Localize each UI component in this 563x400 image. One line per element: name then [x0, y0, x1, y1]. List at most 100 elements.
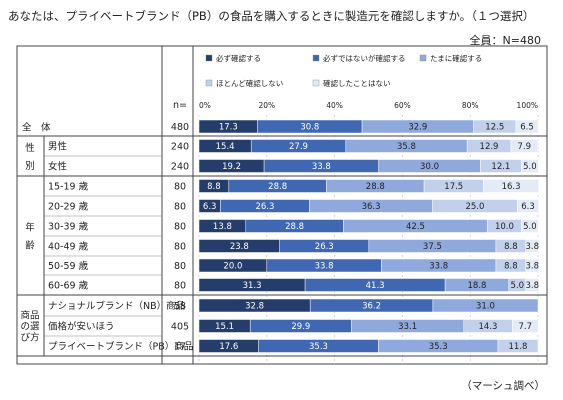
bar-segment [483, 179, 539, 193]
x-tick-label: 20% [258, 101, 275, 110]
row-n-value: 80 [174, 182, 186, 193]
bar-data-label: 14.3 [479, 322, 498, 332]
row-n-value: 480 [171, 122, 189, 133]
row-n-value: 405 [171, 322, 189, 333]
bar-segment [521, 159, 539, 173]
row-n-value: 80 [174, 202, 186, 213]
bar-data-label: 17.3 [219, 123, 238, 133]
bar-segment [497, 339, 539, 353]
bar-segment [517, 199, 539, 213]
group-label-char: 性 [25, 142, 35, 154]
bar-data-label: 33.8 [315, 262, 334, 272]
bar-data-label: 5.0 [523, 162, 537, 172]
x-tick-label: 40% [326, 101, 343, 110]
row-label: 40-49 歳 [48, 241, 89, 253]
bar-data-label: 8.8 [504, 262, 518, 272]
legend-label: 必ず確認する [216, 53, 261, 63]
row-label: 50-59 歳 [48, 260, 89, 272]
group-label-char: 齢 [25, 240, 35, 252]
legend-swatch [312, 79, 320, 87]
bar-data-label: 31.3 [243, 281, 262, 291]
bar-data-label: 20.0 [223, 262, 242, 272]
total-respondents-label: 全員：N=480 [469, 34, 541, 47]
row-n-value: 80 [174, 281, 186, 292]
bar-data-label: 27.9 [289, 142, 308, 152]
source-note: （マーシュ調べ） [461, 380, 545, 392]
n-column-header: n= [173, 100, 187, 111]
x-tick-label: 80% [462, 101, 479, 110]
bar-data-label: 28.8 [268, 182, 287, 192]
bar-data-label: 6.5 [520, 123, 534, 133]
row-n-value: 240 [171, 142, 189, 153]
bar-data-label: 33.8 [312, 162, 331, 172]
legend-swatch [419, 54, 427, 62]
bar-data-label: 15.1 [215, 322, 234, 332]
legend-swatch [205, 54, 213, 62]
row-n-value: 80 [174, 222, 186, 233]
bar-data-label: 31.0 [476, 302, 495, 312]
bar-segment [511, 319, 539, 333]
row-label: 男性 [48, 141, 68, 153]
bar-data-label: 36.2 [362, 302, 381, 312]
bar-data-label: 7.7 [519, 322, 533, 332]
x-tick-label: 60% [394, 101, 411, 110]
bar-data-label: 26.3 [255, 202, 274, 212]
x-tick-label: 0% [199, 101, 211, 110]
row-label: 15-19 歳 [48, 181, 89, 193]
bar-data-label: 17.5 [444, 182, 463, 192]
group-label-char: 別 [25, 161, 35, 172]
group-label-char: 年 [25, 222, 35, 234]
legend-label: 確認したことはない [323, 78, 391, 88]
legend-label: 必ずではないが確認する [323, 53, 406, 63]
bar-data-label: 23.8 [230, 242, 249, 252]
bar-data-label: 15.4 [216, 142, 235, 152]
bar-data-label: 3.8 [525, 242, 539, 252]
table-frame [16, 45, 548, 365]
bar-data-label: 6.3 [203, 202, 217, 212]
bar-data-label: 35.8 [397, 142, 416, 152]
row-n-value: 240 [171, 162, 189, 173]
bar-data-label: 10.0 [495, 222, 514, 232]
bar-segment [510, 139, 538, 153]
row-label: 20-29 歳 [48, 201, 89, 213]
bar-data-label: 5.0 [523, 222, 537, 232]
legend-swatch [205, 79, 213, 87]
bar-segment [525, 239, 539, 253]
bar-data-label: 32.8 [245, 302, 264, 312]
chart-question-title: あなたは、プライベートブランド（PB）の食品を購入するときに製造元を確認しますか… [8, 9, 535, 23]
group-label-total: 全 体 [22, 122, 51, 134]
row-label: プライベートブランド（PB）商品 [48, 341, 193, 353]
row-label: ナショナルブランド（NB）商品 [48, 300, 185, 312]
bar-data-label: 29.9 [291, 322, 310, 332]
bar-data-label: 41.3 [366, 281, 385, 291]
bar-data-label: 35.3 [429, 342, 448, 352]
bar-data-label: 19.2 [222, 162, 241, 172]
bar-segment [432, 298, 539, 313]
row-n-value: 58 [174, 301, 186, 312]
bar-data-label: 5.0 [511, 281, 525, 291]
bar-data-label: 3.8 [525, 262, 539, 272]
bar-data-label: 37.5 [423, 242, 442, 252]
bar-data-label: 6.3 [521, 202, 535, 212]
bar-data-label: 32.9 [408, 123, 427, 133]
bar-data-label: 30.0 [420, 162, 439, 172]
bar-data-label: 12.1 [491, 162, 510, 172]
bar-data-label: 13.8 [213, 222, 232, 232]
bar-data-label: 17.6 [219, 342, 238, 352]
row-label: 価格が安いほう [48, 321, 115, 333]
bar-data-label: 30.8 [300, 123, 319, 133]
bar-data-label: 28.8 [366, 182, 385, 192]
bar-data-label: 3.8 [525, 281, 539, 291]
group-label-line: 商品 [20, 310, 39, 322]
bar-data-label: 33.8 [429, 262, 448, 272]
bar-data-label: 33.1 [398, 322, 417, 332]
bar-segment [521, 219, 539, 233]
bar-data-label: 42.5 [406, 222, 425, 232]
legend-label: ほとんど確認しない [216, 78, 283, 88]
bar-data-label: 8.8 [504, 242, 518, 252]
bar-data-label: 12.5 [485, 123, 504, 133]
bar-data-label: 26.3 [315, 242, 334, 252]
bar-data-label: 28.8 [285, 222, 304, 232]
bar-segment [525, 258, 539, 273]
